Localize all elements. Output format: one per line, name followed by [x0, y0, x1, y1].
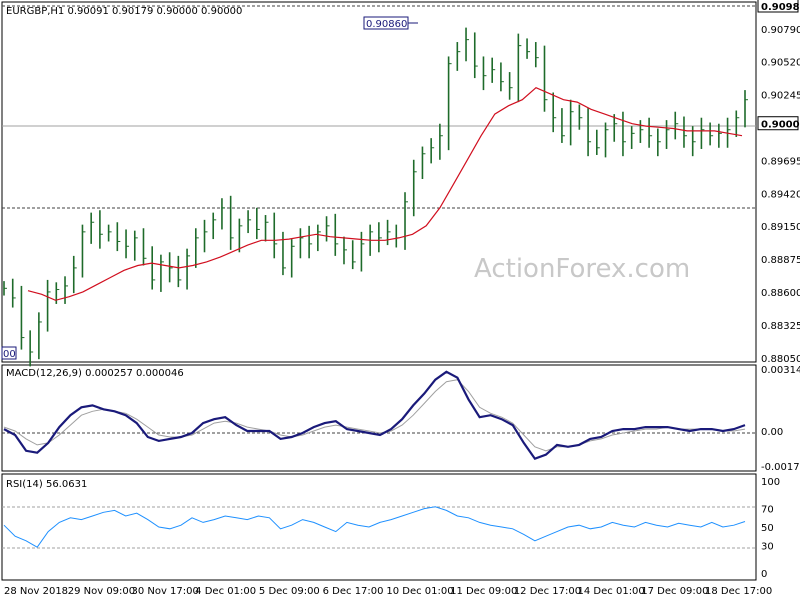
- rsi-line: [3, 506, 746, 548]
- axis-tick-box: [757, 0, 799, 13]
- macd-signal-line: [3, 379, 746, 452]
- time-axis-label: 29 Nov 09:00: [68, 586, 135, 597]
- time-axis-label: 12 Dec 17:00: [514, 586, 581, 597]
- axis-tick-label: 0.88875: [761, 255, 800, 266]
- axis-tick-label: 0.88600: [761, 288, 800, 299]
- axis-tick-box: [757, 116, 799, 131]
- price-panel-frame: [1, 1, 757, 363]
- macd-line: [3, 370, 746, 461]
- macd-axis: 0.003141 0.00 -0.001771: [761, 365, 800, 473]
- high-annotation-label: 0.90860: [366, 19, 407, 30]
- low-annotation: 00: [1, 346, 17, 360]
- rsi-panel-title: RSI(14) 56.0631: [6, 479, 87, 490]
- time-axis-label: 4 Dec 01:00: [195, 586, 256, 597]
- axis-tick-label: -0.001771: [761, 462, 800, 473]
- watermark: ActionForex.com: [474, 254, 690, 284]
- moving-average-line: [27, 86, 743, 301]
- axis-tick-label: 0.00: [761, 427, 783, 438]
- time-axis-label: 14 Dec 01:00: [578, 586, 645, 597]
- axis-tick-label: 0.90000: [761, 120, 800, 131]
- macd-panel-frame: [1, 364, 757, 472]
- axis-tick-label: 0.90790: [761, 25, 800, 36]
- time-axis-label: 11 Dec 09:00: [450, 586, 517, 597]
- axis-tick-label: 50: [761, 523, 774, 534]
- time-axis-label: 17 Dec 09:00: [641, 586, 708, 597]
- time-axis-label: 28 Nov 2018: [4, 586, 68, 597]
- axis-tick-label: 0: [761, 569, 767, 580]
- time-axis-label: 18 Dec 17:00: [705, 586, 772, 597]
- time-axis-label: 6 Dec 17:00: [323, 586, 384, 597]
- macd-panel-title: MACD(12,26,9) 0.000257 0.000046: [6, 368, 184, 379]
- axis-tick-label: 0.89420: [761, 189, 800, 200]
- axis-tick-label: 0.89695: [761, 156, 800, 167]
- time-axis-label: 5 Dec 09:00: [259, 586, 320, 597]
- axis-tick-label: 0.88325: [761, 321, 800, 332]
- axis-tick-label: 0.003141: [761, 365, 800, 376]
- axis-tick-label: 70: [761, 505, 774, 516]
- axis-tick-label: 0.89150: [761, 222, 800, 233]
- axis-tick-label: 0.90245: [761, 90, 800, 101]
- axis-tick-label: 0.90520: [761, 57, 800, 68]
- rsi-axis: 100 70 50 30 0: [761, 477, 780, 580]
- price-panel-title: EURGBP,H1 0.90091 0.90179 0.90000 0.9000…: [6, 6, 242, 17]
- axis-tick-label: 100: [761, 477, 780, 488]
- rsi-panel-frame: [1, 473, 757, 581]
- high-annotation: 0.90860: [363, 16, 418, 30]
- axis-tick-label: 0.88050: [761, 354, 800, 365]
- axis-tick-label: 30: [761, 541, 774, 552]
- low-annotation-label: 00: [3, 349, 16, 360]
- time-axis-label: 30 Nov 17:00: [131, 586, 198, 597]
- price-bars: [3, 27, 748, 367]
- time-axis-label: 10 Dec 01:00: [386, 586, 453, 597]
